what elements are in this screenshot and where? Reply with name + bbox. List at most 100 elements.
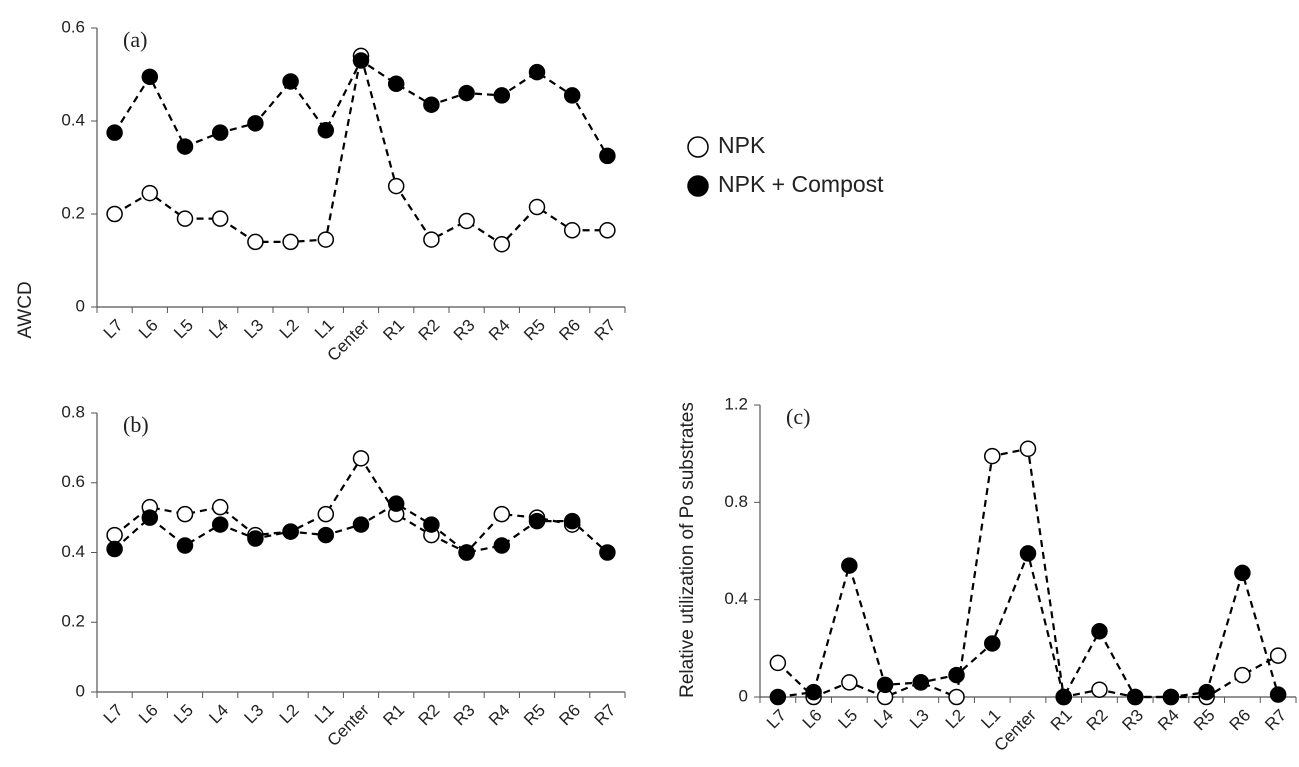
marker [528,198,546,216]
x-tick-label: L2 [942,706,969,733]
marker [282,73,299,90]
legend-marker [687,136,709,158]
y-tick-label: 1.2 [724,394,748,413]
marker [1269,647,1287,664]
y-axis-title: AWCD [15,281,36,338]
marker [493,235,511,253]
marker [1234,666,1251,684]
x-tick-label: L3 [241,316,268,343]
marker [1126,688,1144,706]
marker [599,222,616,239]
marker [317,505,335,523]
y-tick-label: 0.2 [61,203,85,222]
marker [352,516,370,533]
marker [769,654,787,672]
marker [141,184,159,202]
y-tick-label: 0.6 [61,472,85,491]
x-tick-label: L6 [135,316,162,343]
y-tick-label: 0.4 [61,110,85,129]
x-tick-label: L6 [135,701,162,728]
marker [211,516,229,533]
x-tick-label: R7 [1261,706,1290,735]
marker [141,509,159,526]
marker [352,450,370,467]
x-tick-label: R4 [485,316,514,345]
marker [1055,688,1072,706]
y-tick-label: 0.4 [61,542,85,561]
x-tick-label: L4 [205,701,232,728]
marker [458,84,475,102]
x-tick-label: R5 [1190,706,1219,735]
marker [317,526,335,544]
marker [1019,440,1037,458]
x-tick-label: R3 [1118,706,1147,735]
y-axis-title: Relative utilization of Po substrates [677,402,698,698]
marker [599,544,616,561]
y-tick-label: 0 [76,681,85,700]
x-tick-label: L7 [100,701,127,728]
x-tick-label: R3 [450,316,479,345]
x-tick-label: R1 [379,701,408,730]
marker [563,512,581,530]
series-line [114,55,608,246]
x-tick-label: R6 [1226,706,1255,735]
marker [805,683,822,701]
x-tick-label: L5 [170,316,197,343]
marker [211,210,229,227]
marker [528,63,546,81]
marker [458,544,475,561]
marker [387,75,405,93]
marker [984,447,1001,465]
marker [528,512,546,530]
x-tick-label: L4 [870,706,897,733]
marker [948,666,965,684]
marker [493,505,511,523]
x-tick-label: R7 [591,701,620,730]
x-tick-label: L4 [205,316,232,343]
y-tick-label: 0.8 [61,402,85,421]
marker [247,115,264,132]
x-tick-label: R1 [379,316,408,345]
x-tick-label: L3 [906,706,933,733]
y-tick-label: 0 [76,296,85,315]
marker [176,505,194,523]
x-tick-label: L1 [311,701,338,728]
legend-label: NPK [718,132,766,158]
marker [876,676,894,694]
marker [176,537,194,554]
x-tick-label: L3 [241,701,268,728]
marker [1162,688,1180,706]
y-tick-label: 0.6 [61,17,85,36]
x-tick-label: L2 [276,316,303,343]
marker [387,177,405,195]
marker [106,124,123,141]
marker [176,210,194,227]
marker [211,124,229,141]
marker [948,688,965,706]
marker [1091,681,1108,698]
x-tick-label: L1 [977,706,1004,733]
x-tick-label: R2 [415,316,444,345]
marker [912,674,930,691]
marker [841,674,858,691]
x-tick-label: L6 [799,706,826,733]
marker [211,498,229,516]
x-tick-label: R4 [485,701,514,730]
marker [563,222,581,239]
marker [282,233,299,251]
marker [1091,623,1108,640]
marker [282,523,299,540]
panel-title: (b) [123,412,149,437]
marker [1234,564,1251,582]
marker [599,147,616,165]
marker [458,212,475,230]
marker [423,231,440,248]
x-tick-label: R6 [555,701,584,730]
x-tick-label: R2 [1083,706,1112,735]
panel-title: (c) [786,404,810,429]
marker [769,688,787,706]
x-tick-label: R1 [1047,706,1076,735]
marker [1019,545,1037,562]
x-tick-label: R3 [450,701,479,730]
